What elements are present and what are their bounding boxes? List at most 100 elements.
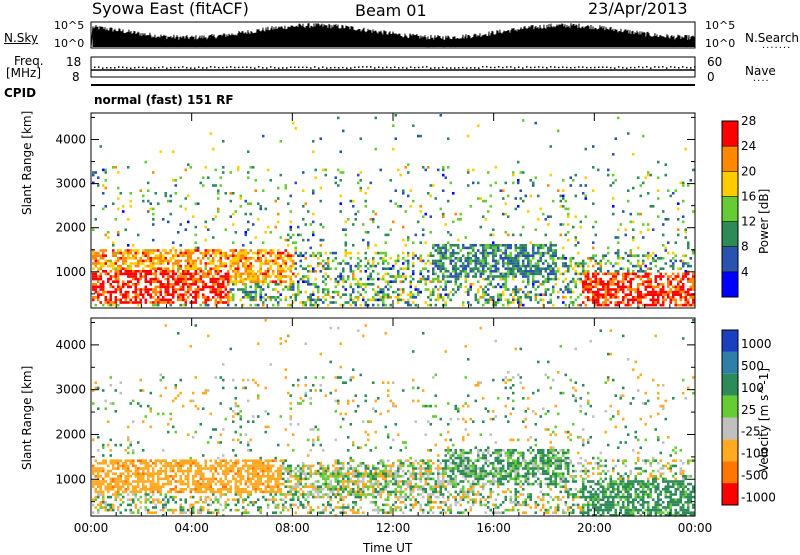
heatmap-cell: [247, 504, 250, 507]
heatmap-cell: [522, 252, 525, 255]
heatmap-cell: [492, 254, 495, 257]
heatmap-cell: [250, 304, 253, 307]
heatmap-cell: [290, 304, 293, 307]
heatmap-cell: [442, 166, 445, 169]
heatmap-cell: [472, 249, 475, 252]
heatmap-cell: [237, 439, 240, 442]
heatmap-cell: [202, 280, 205, 283]
heatmap-cell: [110, 509, 113, 512]
heatmap-cell: [482, 249, 485, 252]
heatmap-cell: [472, 267, 475, 270]
heatmap-cell: [137, 293, 140, 296]
heatmap-cell: [365, 252, 368, 255]
heatmap-cell: [225, 192, 228, 195]
heatmap-cell: [585, 304, 588, 307]
heatmap-cell: [235, 498, 238, 501]
heatmap-cell: [120, 493, 123, 496]
heatmap-cell: [637, 283, 640, 286]
heatmap-cell: [515, 267, 518, 270]
nave-point: [494, 67, 496, 69]
heatmap-cell: [550, 301, 553, 304]
heatmap-cell: [605, 296, 608, 299]
heatmap-cell: [192, 496, 195, 499]
heatmap-cell: [332, 475, 335, 478]
heatmap-cell: [602, 280, 605, 283]
heatmap-cell: [345, 249, 348, 252]
heatmap-cell: [665, 218, 668, 221]
heatmap-cell: [242, 379, 245, 382]
heatmap-cell: [357, 265, 360, 268]
heatmap-cell: [115, 389, 118, 392]
heatmap-cell: [232, 270, 235, 273]
heatmap-cell: [137, 296, 140, 299]
heatmap-cell: [650, 283, 653, 286]
heatmap-cell: [382, 257, 385, 260]
heatmap-cell: [192, 392, 195, 395]
heatmap-cell: [95, 278, 98, 281]
heatmap-cell: [140, 262, 143, 265]
heatmap-cell: [427, 296, 430, 299]
heatmap-cell: [630, 286, 633, 289]
heatmap-cell: [245, 231, 248, 234]
heatmap-cell: [125, 228, 128, 231]
heatmap-cell: [437, 299, 440, 302]
heatmap-cell: [130, 249, 133, 252]
heatmap-cell: [140, 478, 143, 481]
heatmap-cell: [450, 257, 453, 260]
heatmap-cell: [382, 275, 385, 278]
heatmap-cell: [495, 267, 498, 270]
heatmap-cell: [97, 184, 100, 187]
status-panels: [91, 22, 696, 85]
heatmap-cell: [685, 228, 688, 231]
heatmap-cell: [245, 483, 248, 486]
heatmap-cell: [682, 288, 685, 291]
heatmap-cell: [162, 376, 165, 379]
heatmap-cell: [185, 293, 188, 296]
heatmap-cell: [622, 288, 625, 291]
heatmap-cell: [192, 262, 195, 265]
heatmap-cell: [370, 299, 373, 302]
heatmap-cell: [352, 278, 355, 281]
heatmap-cell: [212, 291, 215, 294]
heatmap-cell: [192, 280, 195, 283]
heatmap-cell: [125, 509, 128, 512]
heatmap-cell: [117, 273, 120, 276]
heatmap-cell: [102, 288, 105, 291]
heatmap-cell: [655, 278, 658, 281]
heatmap-cell: [522, 249, 525, 252]
heatmap-cell: [267, 413, 270, 416]
heatmap-cell: [97, 462, 100, 465]
heatmap-cell: [277, 197, 280, 200]
heatmap-cell: [105, 504, 108, 507]
heatmap-cell: [255, 470, 258, 473]
heatmap-cell: [277, 267, 280, 270]
heatmap-cell: [272, 498, 275, 501]
heatmap-cell: [465, 275, 468, 278]
heatmap-cell: [275, 262, 278, 265]
heatmap-cell: [182, 483, 185, 486]
heatmap-cell: [685, 273, 688, 276]
heatmap-cell: [252, 166, 255, 169]
heatmap-cell: [375, 299, 378, 302]
heatmap-cell: [137, 252, 140, 255]
heatmap-cell: [222, 283, 225, 286]
heatmap-cell: [655, 265, 658, 268]
heatmap-cell: [180, 509, 183, 512]
heatmap-cell: [582, 267, 585, 270]
heatmap-cell: [120, 478, 123, 481]
heatmap-cell: [657, 257, 660, 260]
heatmap-cell: [170, 195, 173, 198]
heatmap-cell: [437, 262, 440, 265]
heatmap-cell: [155, 262, 158, 265]
heatmap-cell: [145, 254, 148, 257]
heatmap-cell: [585, 262, 588, 265]
heatmap-cell: [187, 270, 190, 273]
heatmap-cell: [537, 262, 540, 265]
heatmap-cell: [280, 273, 283, 276]
heatmap-cell: [662, 257, 665, 260]
heatmap-cell: [110, 506, 113, 509]
heatmap-cell: [562, 291, 565, 294]
heatmap-cell: [237, 260, 240, 263]
heatmap-cell: [210, 478, 213, 481]
heatmap-cell: [102, 478, 105, 481]
